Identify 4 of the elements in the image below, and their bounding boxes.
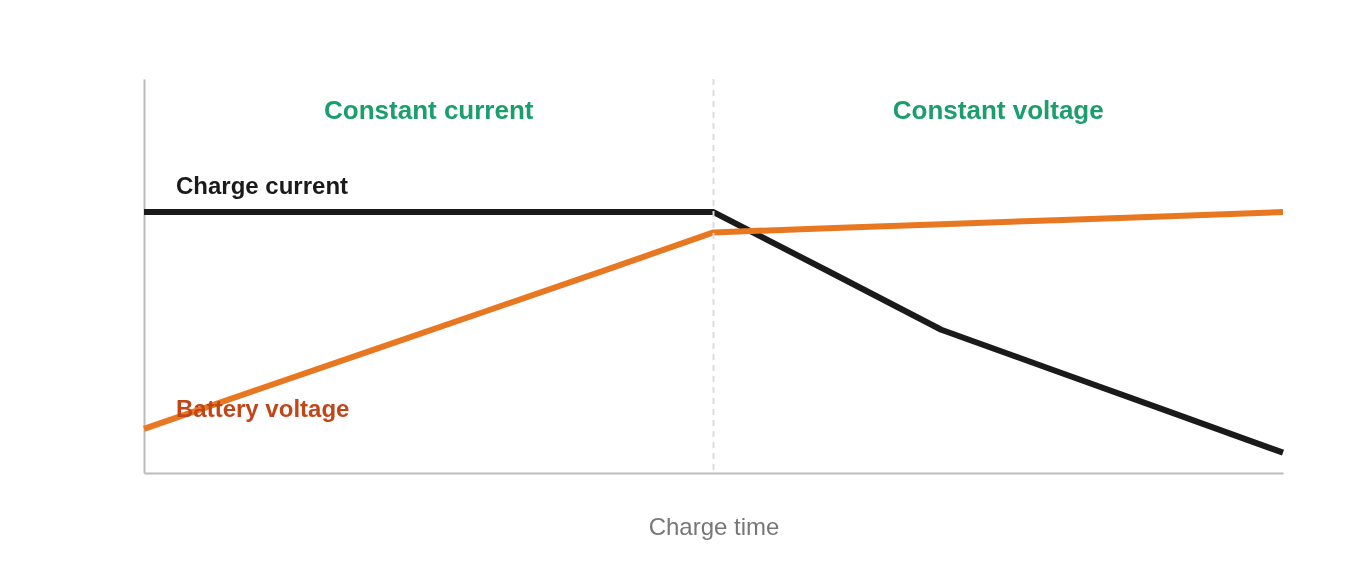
x-axis-title: Charge time [648, 512, 780, 540]
text: Constant voltage [892, 95, 1104, 125]
series-label: Charge current [176, 172, 349, 200]
text: Constant current [324, 95, 534, 125]
